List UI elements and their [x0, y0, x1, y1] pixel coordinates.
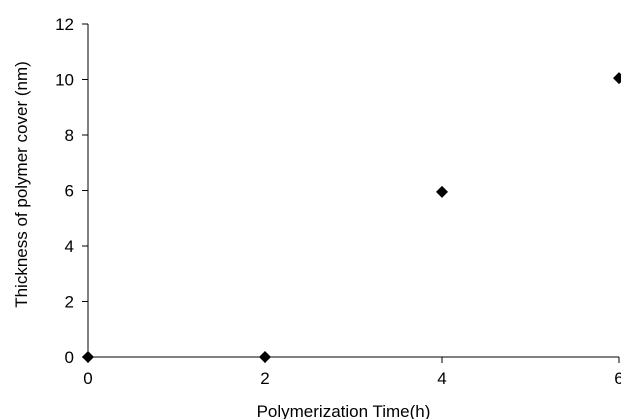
- y-tick-label: 2: [65, 293, 74, 312]
- data-point: [259, 351, 271, 363]
- x-tick-label: 0: [83, 369, 92, 388]
- ticks: 0 2 4 6 8 10 12 0 2 4 6: [55, 15, 621, 388]
- data-points: [82, 72, 621, 363]
- y-tick-label: 12: [55, 15, 74, 34]
- data-point: [613, 72, 621, 85]
- y-tick-label: 10: [55, 71, 74, 90]
- y-axis-title: Thickness of polymer cover (nm): [12, 61, 31, 308]
- y-tick-label: 4: [65, 237, 74, 256]
- x-tick-label: 4: [437, 369, 446, 388]
- x-axis-title: Polymerization Time(h): [257, 402, 431, 419]
- x-tick-label: 6: [614, 369, 621, 388]
- x-tick-label: 2: [260, 369, 269, 388]
- data-point: [82, 351, 94, 363]
- y-tick-label: 0: [65, 348, 74, 367]
- data-point: [436, 185, 448, 198]
- axes: [87, 24, 619, 358]
- y-tick-label: 6: [65, 182, 74, 201]
- y-tick-label: 8: [65, 126, 74, 145]
